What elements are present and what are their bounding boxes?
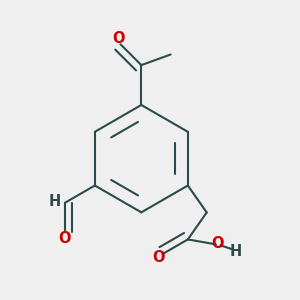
Text: O: O <box>211 236 224 251</box>
Text: O: O <box>58 231 71 246</box>
Text: H: H <box>48 194 61 209</box>
Text: O: O <box>112 31 125 46</box>
Text: H: H <box>230 244 242 259</box>
Text: O: O <box>152 250 165 265</box>
